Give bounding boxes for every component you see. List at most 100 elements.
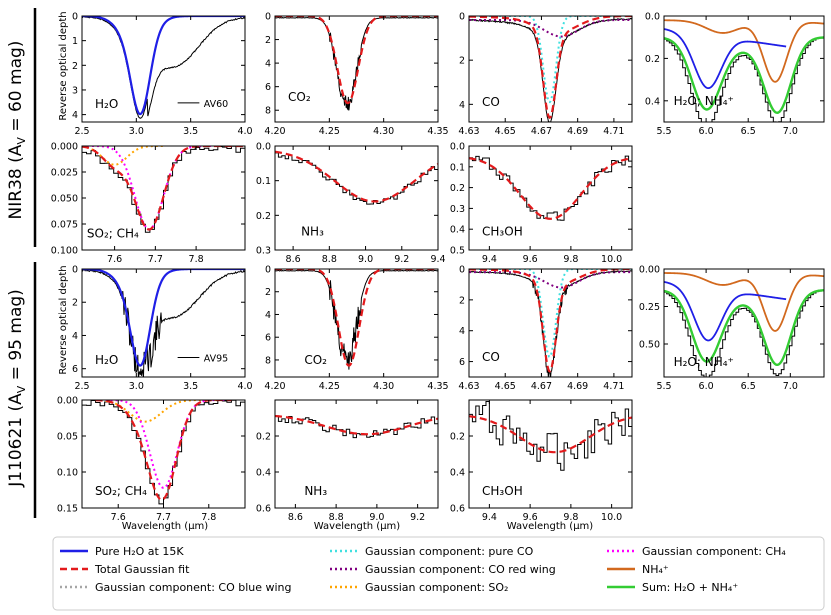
y-tick-label: 0.4 [256, 468, 271, 479]
observed-spectrum [275, 16, 438, 111]
x-tick-label: 5.5 [656, 126, 671, 137]
panel-label: NH₃ [301, 224, 324, 238]
pure-h2o-curve [82, 269, 245, 367]
x-tick-label: 9.8 [563, 254, 578, 265]
panel-label: H₂O [95, 353, 118, 367]
total-gaussian-fit [275, 150, 438, 203]
y-tick-label: 4 [72, 331, 78, 342]
y-tick-label: 2 [265, 35, 271, 46]
x-tick-label: 6.0 [699, 381, 714, 392]
y-tick-label: 0.10 [57, 468, 78, 479]
panel-r1-so2: 7.6 7.7 7.8 0.000 0.025 0.050 0.075 0.100 SO₂; C… [51, 142, 246, 265]
plot-area [664, 19, 824, 122]
observed-spectrum [82, 400, 245, 505]
xlabel-2: Wavelength (μm) [314, 521, 401, 532]
x-tick-label: 10.0 [601, 512, 622, 523]
x-tick-label: 4.71 [603, 126, 624, 137]
y-tick-label: 0.05 [57, 432, 78, 443]
y-tick-label: 0.2 [450, 432, 465, 443]
pure-co-component [469, 16, 632, 104]
co-red-wing-component [469, 18, 632, 38]
sum-h2o-nh4-curve [664, 289, 824, 367]
x-tick-label: 4.67 [531, 126, 552, 137]
y-tick-label: 2 [459, 295, 465, 306]
x-tick-label: 4.63 [458, 381, 479, 392]
plot-area [664, 272, 824, 377]
x-tick-label: 4.35 [427, 126, 448, 137]
plot-area [275, 414, 438, 439]
panel-r1-nh3: 8.6 8.8 9.0 9.2 9.4 0.0 0.1 0.2 0.3 NH₃ [256, 142, 446, 266]
axes-frame [274, 145, 439, 251]
axes-frame [274, 399, 439, 509]
y-tick-label: 2 [72, 298, 78, 309]
legend-label: Gaussian component: CH₄ [642, 545, 786, 558]
pure-h2o-curve [664, 280, 787, 342]
legend-label: Gaussian component: pure CO [365, 545, 534, 558]
x-tick-label: 9.2 [394, 254, 409, 265]
x-tick-label: 4.35 [427, 381, 448, 392]
row1-label: NIR38 (AV = 60 mag) [6, 41, 28, 220]
y-tick-label: 4 [265, 59, 271, 70]
x-tick-label: 4.67 [531, 381, 552, 392]
legend-label: Pure H₂O at 15K [95, 545, 184, 558]
plot-area [82, 269, 245, 377]
so2-component [82, 146, 164, 166]
plot-area [82, 16, 245, 119]
y-tick-label: 0.1 [256, 176, 271, 187]
observed-spectrum [275, 152, 438, 205]
y-tick-label: 0.00 [639, 265, 660, 276]
y-tick-label: 0.0 [256, 142, 271, 153]
panel-label: H₂O; NH₄⁺ [674, 94, 734, 108]
panel-r1-h2o: AV60 2.5 3.0 3.5 4.0 0 1 2 3 4 H₂O [72, 12, 253, 138]
panel-r2-co: 4.63 4.65 4.67 4.69 4.71 0 2 4 6 CO [458, 265, 633, 392]
panel-r2-ch3oh: 9.4 9.6 9.8 10.0 0.2 0.4 0.6 CH₃OH [450, 399, 633, 523]
y-tick-label: 4 [459, 100, 465, 111]
y-tick-label: 0.25 [639, 302, 660, 313]
y-tick-label: 6 [265, 333, 271, 344]
y-tick-label: 0.00 [57, 396, 78, 407]
x-tick-label: 9.0 [369, 512, 384, 523]
observed-spectrum [469, 400, 632, 471]
y-tick-label: 0.000 [51, 142, 78, 153]
x-tick-label: 3.5 [183, 126, 198, 137]
y-tick-label: 3 [72, 85, 78, 96]
y-tick-label: 0.3 [450, 204, 465, 215]
xlabel-3: Wavelength (μm) [507, 521, 594, 532]
panel-label: SO₂; CH₄ [87, 227, 139, 241]
panel-label: CH₃OH [482, 224, 523, 238]
panel-r2-h2o: AV95 2.5 3.0 3.5 4.0 0 2 4 6 H₂O [72, 265, 253, 393]
panel-label: H₂O; NH₄⁺ [674, 355, 734, 369]
y-tick-label: 2 [72, 61, 78, 72]
panel-label: SO₂; CH₄ [95, 484, 147, 498]
x-tick-label: 9.4 [482, 512, 497, 523]
observed-spectrum [664, 37, 824, 122]
plot-area [275, 150, 438, 205]
y-tick-label: 0.5 [450, 246, 465, 257]
x-tick-label: 6.5 [741, 126, 756, 137]
x-tick-label: 9.8 [563, 512, 578, 523]
x-tick-label: 4.30 [373, 126, 394, 137]
y-tick-label: 0.050 [51, 194, 78, 205]
x-tick-label: 3.0 [129, 381, 144, 392]
y-tick-label: 0.6 [256, 504, 271, 515]
y-tick-label: 0.1 [450, 162, 465, 173]
x-tick-label: 4.30 [373, 381, 394, 392]
x-tick-label: 4.25 [319, 381, 340, 392]
x-tick-label: 6.0 [699, 126, 714, 137]
nh4-curve [664, 272, 824, 332]
axes-frame [663, 15, 825, 123]
panel-r2-co2: 4.20 4.25 4.30 4.35 0 2 4 6 8 CO₂ [264, 265, 448, 393]
plot-area [469, 155, 632, 221]
x-tick-label: 7.6 [107, 254, 122, 265]
total-gaussian-fit [469, 269, 632, 373]
x-tick-label: 6.5 [741, 381, 756, 392]
ylabel-row1: Reverse optical depth [58, 11, 69, 120]
x-tick-label: 8.8 [329, 512, 344, 523]
y-tick-label: 8 [265, 355, 271, 366]
x-tick-label: 9.6 [523, 254, 538, 265]
legend-label: Gaussian component: SO₂ [365, 581, 508, 594]
panel-label: CO₂ [288, 90, 311, 104]
y-tick-label: 0.50 [639, 340, 660, 351]
y-tick-label: 0 [265, 12, 271, 23]
